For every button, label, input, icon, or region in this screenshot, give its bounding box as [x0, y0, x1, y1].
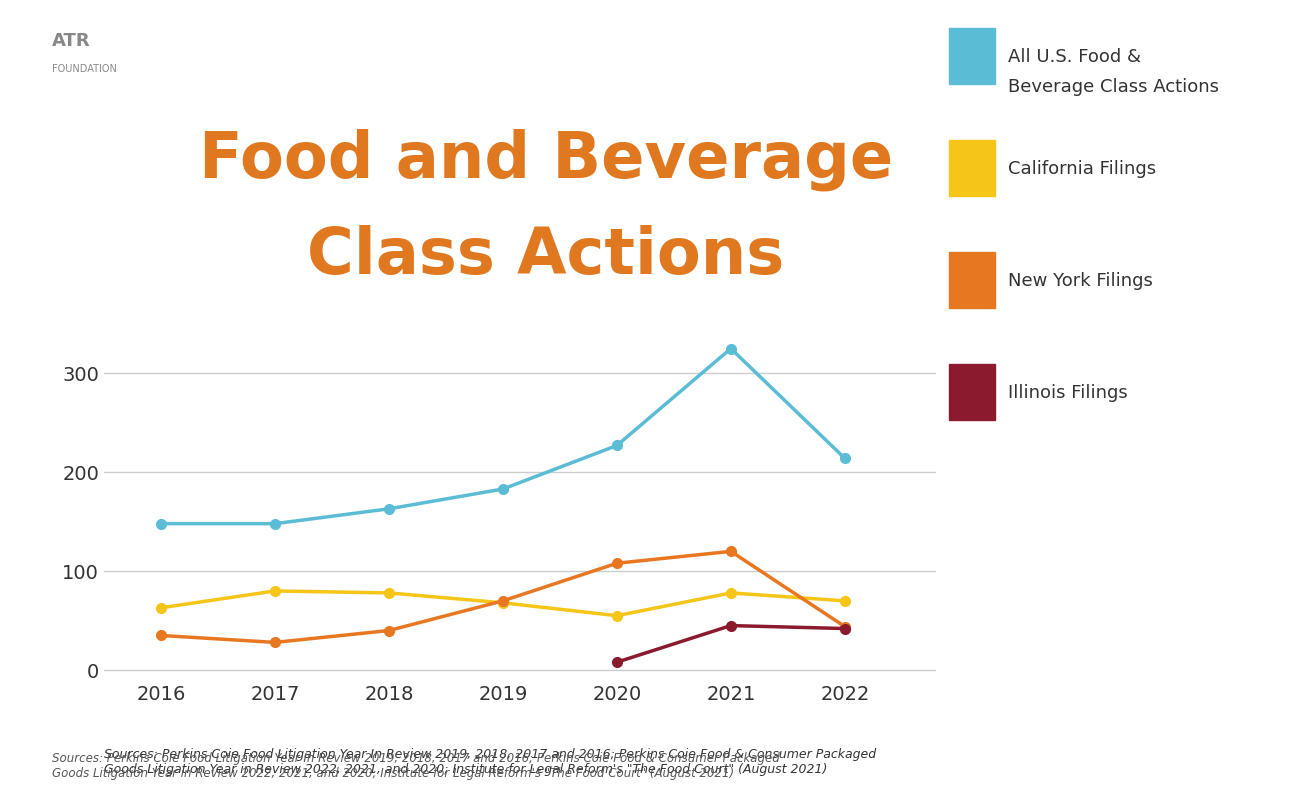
Text: Food and Beverage: Food and Beverage	[199, 129, 893, 191]
Text: Sources: Perkins Coie Food Litigation Year In Review 2019, 2018, 2017 and 2016; : Sources: Perkins Coie Food Litigation Ye…	[52, 752, 780, 780]
Text: Sources: Perkins Coie Food Litigation Year In Review 2019, 2018, 2017 and 2016; : Sources: Perkins Coie Food Litigation Ye…	[104, 748, 876, 776]
Text: California Filings: California Filings	[1008, 160, 1156, 178]
Text: FOUNDATION: FOUNDATION	[52, 64, 117, 74]
Text: New York Filings: New York Filings	[1008, 272, 1152, 290]
Text: Beverage Class Actions: Beverage Class Actions	[1008, 78, 1218, 96]
Text: ATR: ATR	[52, 32, 91, 50]
Text: Illinois Filings: Illinois Filings	[1008, 384, 1127, 402]
Text: Class Actions: Class Actions	[307, 225, 785, 287]
Text: All U.S. Food &: All U.S. Food &	[1008, 48, 1140, 66]
